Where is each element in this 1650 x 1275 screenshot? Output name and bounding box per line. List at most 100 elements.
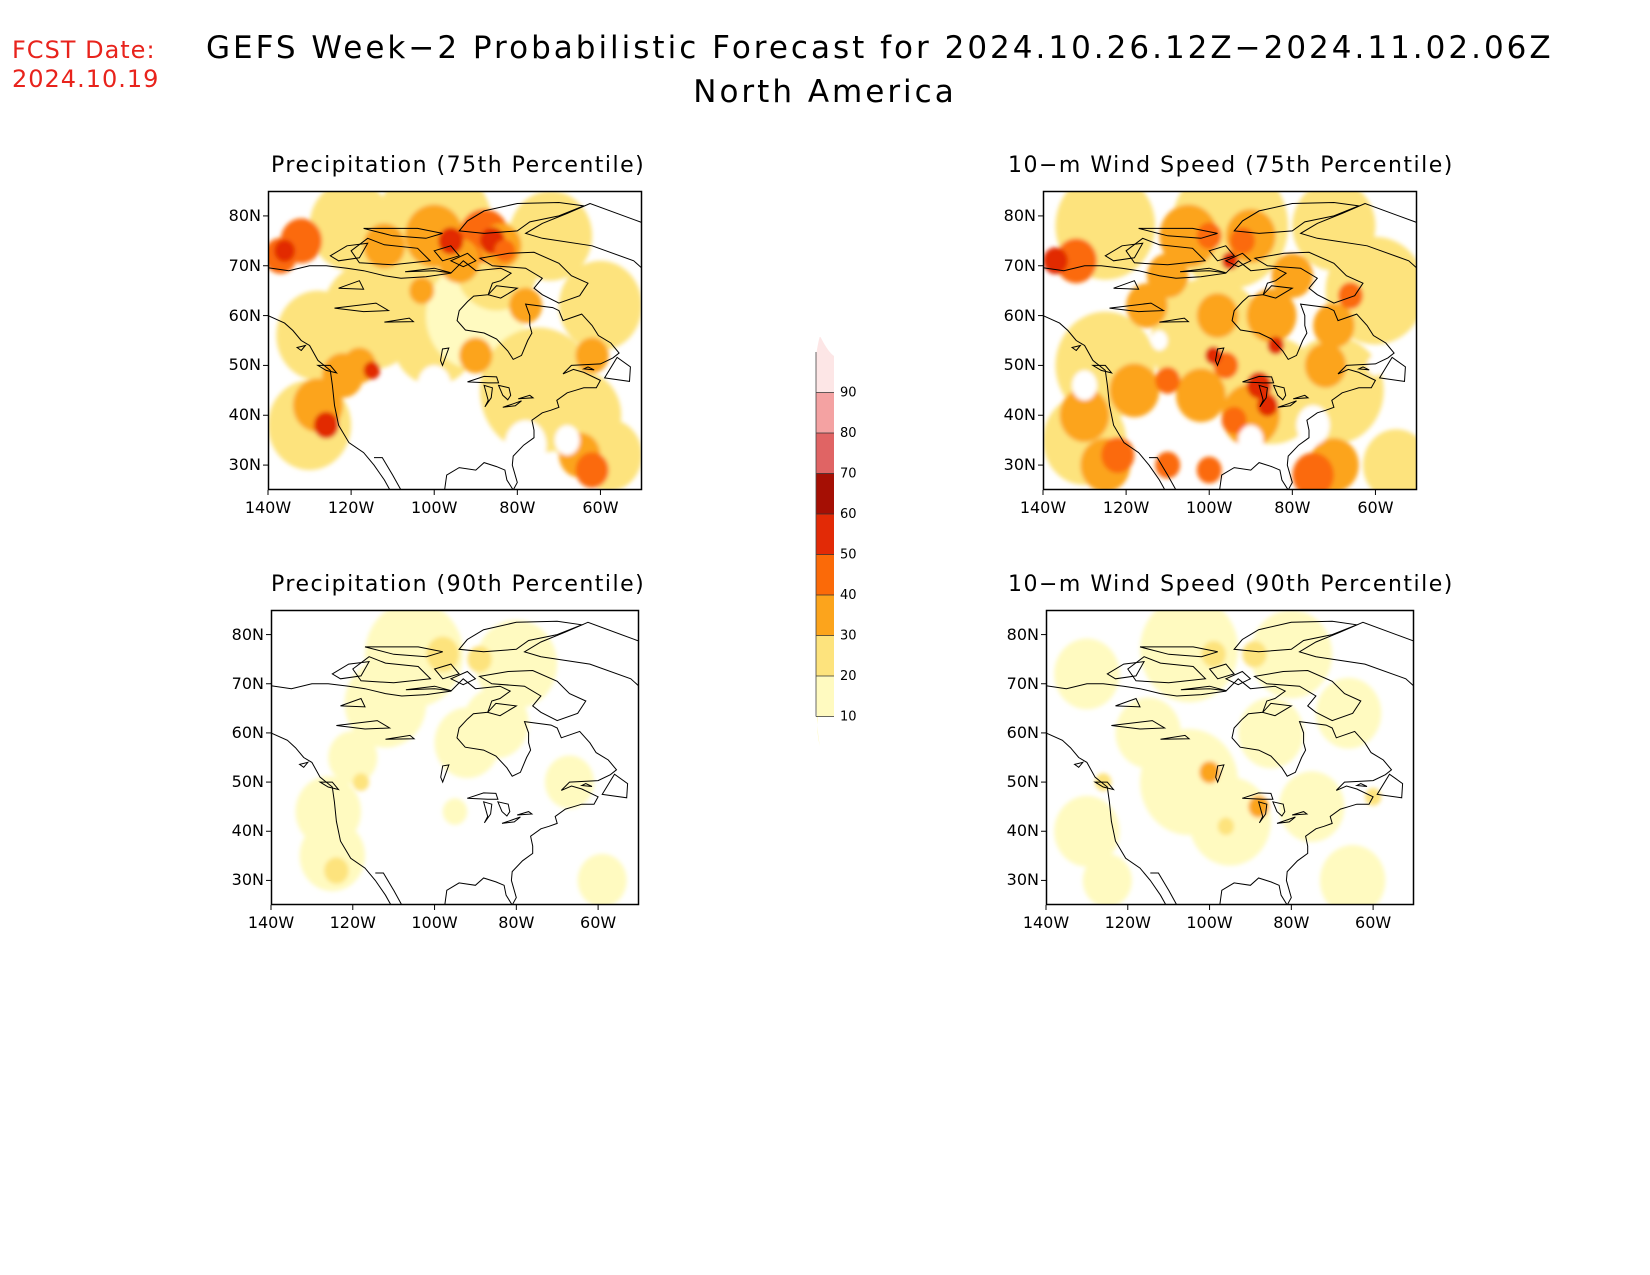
coastline-feature [405, 685, 452, 692]
probability-area-empty [359, 440, 385, 471]
coastline-feature [331, 660, 371, 680]
coastline-feature [1224, 670, 1252, 686]
probability-area [1315, 677, 1382, 749]
precip75-lat-label: 40N [228, 405, 261, 425]
coastline-feature [1127, 656, 1207, 684]
probability-area [1115, 697, 1181, 769]
wind90-lat-label: 70N [1006, 673, 1039, 693]
coastline-feature [1115, 697, 1141, 708]
coastline-feature [1242, 792, 1274, 800]
wind90-lon-label: 100W [1186, 913, 1233, 932]
probability-area [1246, 288, 1297, 343]
probability-area [467, 645, 492, 673]
wind90-lat-label: 60N [1006, 722, 1039, 742]
coastline-feature [1354, 783, 1368, 787]
color-bar-label: 20 [840, 669, 857, 684]
color-bar-segment [816, 433, 834, 474]
coastline-feature [1208, 245, 1236, 262]
coastline-feature [1272, 801, 1286, 817]
map-frame [1042, 190, 1418, 491]
coastline-feature [482, 801, 493, 824]
panel-title-precip75: Precipitation (75th Percentile) [271, 153, 646, 178]
coastline-feature [501, 816, 521, 824]
probability-area [1362, 429, 1417, 490]
fcst-date: 2024.10.19 [12, 65, 160, 93]
color-bar-label: 50 [840, 548, 857, 563]
probability-area [1338, 282, 1363, 310]
precip75-lon-label: 60W [582, 498, 619, 517]
coastline-feature [1258, 384, 1268, 408]
coastline-feature [1180, 685, 1227, 692]
probability-area [1217, 817, 1235, 836]
wind75-lon-label: 100W [1186, 498, 1233, 517]
probability-area [1196, 456, 1222, 484]
wind90-lat-label: 40N [1006, 821, 1039, 841]
color-bar-segment [816, 473, 834, 514]
coastline-feature [483, 384, 493, 408]
probability-area [1250, 610, 1333, 699]
coastline-feature [524, 202, 642, 269]
coastline-feature [581, 366, 595, 371]
color-bar: 10 20 30 40 50 60 70 80 90 [815, 337, 857, 747]
coastline-feature [1138, 227, 1218, 239]
figure-subtitle: North America [693, 74, 957, 110]
coastline-feature [1214, 347, 1225, 367]
precip75-lat-label: 60N [228, 305, 261, 325]
precip90-lat-label: 40N [231, 821, 264, 841]
coastline-feature [340, 697, 366, 708]
probability-area [1146, 253, 1189, 299]
probability-area [1199, 761, 1220, 784]
precip90-lat-label: 80N [231, 624, 264, 644]
wind75-lat-label: 40N [1003, 405, 1036, 425]
coastline-feature [458, 620, 584, 653]
probability-area-empty [504, 420, 547, 471]
probability-area [1159, 204, 1218, 268]
probability-area [1082, 853, 1132, 905]
coastline-feature [440, 764, 450, 784]
color-bar-segment [816, 676, 834, 747]
probability-area [558, 260, 642, 351]
forecast-date-label: FCST Date: 2024.10.19 [12, 36, 159, 94]
map-frame [267, 190, 643, 491]
fcst-label: FCST Date: [12, 36, 156, 64]
probability-area [459, 337, 493, 374]
wind90-lon-label: 80W [1273, 913, 1310, 932]
precip90-lon-label: 100W [411, 913, 458, 932]
probability-area [1313, 303, 1355, 348]
coastline-feature [1276, 816, 1296, 824]
map-frame [270, 609, 640, 906]
coastline-feature [1262, 285, 1294, 299]
coastline-feature [467, 792, 499, 800]
coastline-feature [433, 663, 460, 680]
coastline-feature [1215, 764, 1225, 784]
probability-area [328, 730, 378, 785]
precip75-lat-label: 30N [228, 455, 261, 475]
panel-title-wind90: 10−m Wind Speed (90th Percentile) [1008, 572, 1454, 597]
probability-area [1055, 238, 1098, 284]
coastline-feature [1376, 773, 1404, 799]
coastline-feature [364, 646, 443, 658]
coastline-feature [1073, 761, 1085, 768]
coastline-feature [497, 801, 511, 817]
probability-area [1319, 845, 1386, 905]
figure-title: GEFS Week−2 Probabilistic Forecast for 2… [206, 30, 1554, 66]
coastline-feature [478, 669, 587, 722]
coastline-feature [1139, 646, 1218, 658]
probability-area-empty [1367, 355, 1384, 376]
probability-area [1175, 368, 1226, 423]
precip90-lat-label: 30N [231, 870, 264, 890]
coastline-feature [579, 783, 593, 787]
coastline-feature [502, 400, 522, 408]
probability-area [426, 636, 460, 672]
coastline-feature [467, 375, 500, 384]
wind75-lon-label: 80W [1274, 498, 1311, 517]
probability-area-empty [417, 365, 451, 406]
precip90-lat-label: 60N [231, 722, 264, 742]
coastline-feature [1277, 400, 1297, 408]
probability-area [1054, 795, 1120, 867]
wind90-lat-label: 50N [1006, 772, 1039, 792]
coastline-feature [1298, 621, 1414, 687]
coastline-feature [318, 781, 340, 791]
color-bar-label: 80 [840, 426, 857, 441]
probability-area [352, 773, 370, 791]
